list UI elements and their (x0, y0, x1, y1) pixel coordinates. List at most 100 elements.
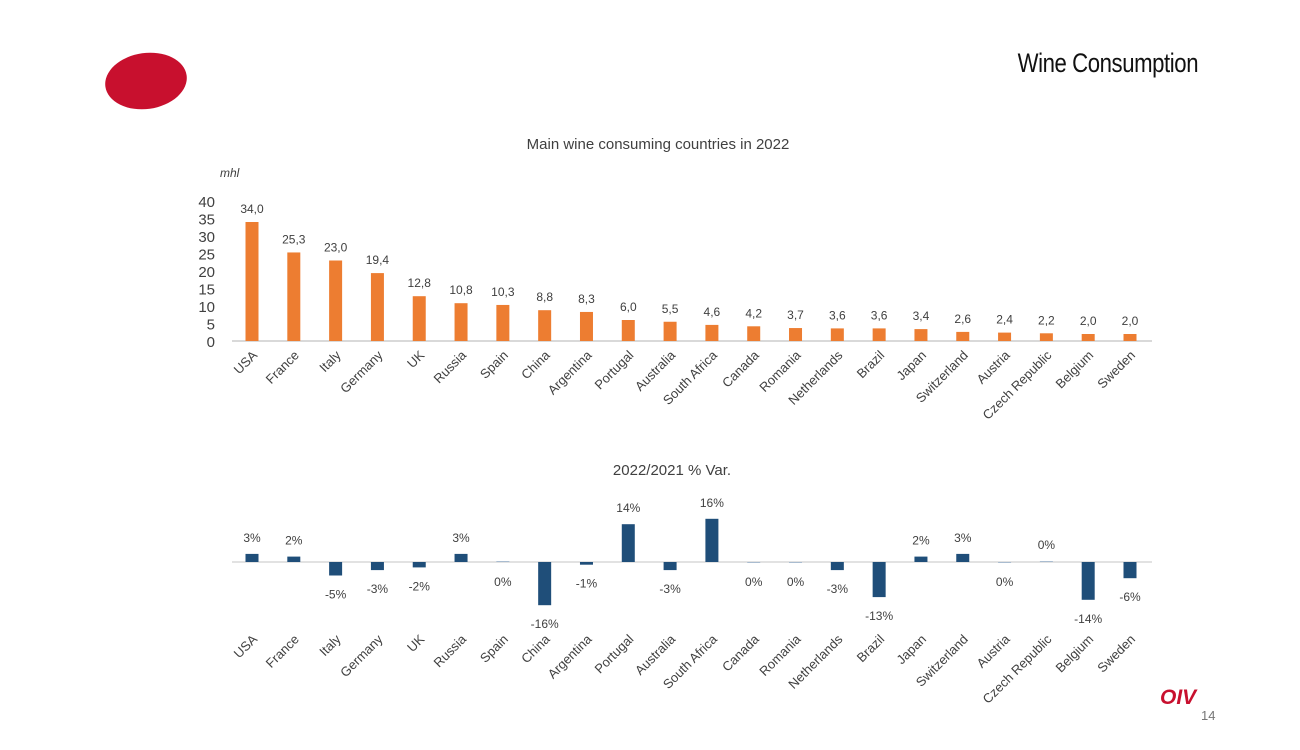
data-label: -3% (827, 582, 849, 596)
y-tick-label: 25 (198, 247, 215, 264)
data-label: 2% (912, 534, 930, 548)
bar-sweden (1123, 334, 1137, 341)
x-tick-label: Sweden (1094, 348, 1138, 392)
data-label: 4,6 (704, 305, 721, 319)
bar-france (287, 252, 301, 341)
data-label: 0% (996, 575, 1014, 589)
data-label: 10,8 (449, 283, 473, 297)
bar-netherlands (830, 562, 844, 571)
data-label: -3% (659, 582, 681, 596)
bar-japan (914, 329, 928, 341)
data-label: 2,6 (954, 312, 971, 326)
bar-uk (412, 562, 426, 568)
y-tick-label: 35 (198, 212, 215, 229)
data-label: 23,0 (324, 241, 348, 255)
data-label: 3% (954, 531, 972, 545)
data-label: 2,0 (1080, 314, 1097, 328)
bar-south-africa (705, 518, 719, 562)
data-label: 8,8 (536, 290, 553, 304)
bar-italy (329, 562, 343, 576)
x-tick-label: Belgium (1052, 348, 1096, 392)
bar-romania (789, 562, 803, 563)
data-label: 3% (452, 531, 470, 545)
data-label: -14% (1074, 612, 1102, 626)
x-tick-label: Russia (430, 347, 469, 386)
x-tick-label: Germany (337, 347, 386, 396)
x-tick-label: USA (231, 347, 261, 377)
x-tick-label: France (263, 632, 302, 671)
x-tick-label: Spain (477, 348, 511, 382)
bar-romania (789, 328, 803, 341)
bar-italy (329, 260, 343, 341)
bar-australia (663, 321, 677, 341)
data-label: 0% (494, 575, 512, 589)
bar-south-africa (705, 324, 719, 341)
bar-belgium (1081, 334, 1095, 341)
data-label: 34,0 (240, 202, 264, 216)
variation-chart: 3% USA 2% France -5% Italy -3% Germany -2% UK 3% Ru… (231, 496, 1152, 707)
bar-switzerland (956, 553, 970, 562)
x-tick-label: China (518, 631, 553, 666)
bar-germany (370, 273, 384, 341)
data-label: 0% (787, 575, 805, 589)
data-label: 3,7 (787, 308, 804, 322)
bar-sweden (1123, 562, 1137, 579)
data-label: 2,0 (1122, 314, 1139, 328)
x-tick-label: Italy (316, 631, 344, 659)
chart1-title: Main wine consuming countries in 2022 (527, 136, 790, 153)
logo-ellipse (105, 52, 187, 110)
data-label: -16% (531, 617, 559, 631)
bar-uk (412, 296, 426, 341)
data-label: 2% (285, 534, 303, 548)
y-tick-label: 10 (198, 299, 215, 316)
data-label: 2,2 (1038, 313, 1055, 327)
bar-canada (747, 326, 761, 341)
data-label: 3,6 (871, 308, 888, 322)
bar-france (287, 556, 301, 562)
x-tick-label: Austria (973, 347, 1013, 387)
x-tick-label: UK (404, 347, 428, 371)
bar-czech-republic (1039, 561, 1053, 562)
bar-usa (245, 553, 259, 562)
data-label: 5,5 (662, 302, 679, 316)
x-tick-label: Portugal (592, 347, 637, 392)
data-label: 3% (243, 531, 261, 545)
x-tick-label: Japan (893, 632, 929, 668)
page-number: 14 (1201, 708, 1216, 723)
x-tick-label: Austria (973, 631, 1013, 671)
x-tick-label: Argentina (545, 631, 596, 682)
data-label: 19,4 (366, 253, 390, 267)
data-label: 6,0 (620, 300, 637, 314)
bar-portugal (621, 320, 635, 341)
y-tick-label: 0 (207, 334, 215, 351)
bar-argentina (579, 562, 593, 565)
x-tick-label: USA (231, 631, 261, 661)
x-tick-label: China (518, 347, 553, 382)
x-tick-label: Sweden (1094, 632, 1138, 676)
x-tick-label: Brazil (854, 347, 888, 381)
bar-austria (998, 332, 1012, 341)
bar-canada (747, 562, 761, 563)
x-tick-label: Spain (477, 632, 511, 666)
data-label: 0% (745, 575, 763, 589)
x-tick-label: UK (404, 631, 428, 655)
x-tick-label: France (263, 348, 302, 387)
bar-belgium (1081, 562, 1095, 600)
page-title: Wine Consumption (1017, 48, 1199, 78)
bar-spain (496, 561, 510, 562)
data-label: 12,8 (408, 276, 432, 290)
bar-brazil (872, 562, 886, 598)
data-label: 3,4 (913, 309, 930, 323)
y-tick-label: 20 (198, 264, 215, 281)
data-label: 16% (700, 496, 724, 510)
data-label: 8,3 (578, 292, 595, 306)
data-label: 0% (1038, 538, 1056, 552)
data-label: -3% (367, 582, 389, 596)
data-label: -2% (409, 579, 431, 593)
bar-spain (496, 304, 510, 341)
oiv-logo: OIV (1160, 686, 1197, 709)
bar-czech-republic (1039, 333, 1053, 341)
bar-usa (245, 222, 259, 341)
